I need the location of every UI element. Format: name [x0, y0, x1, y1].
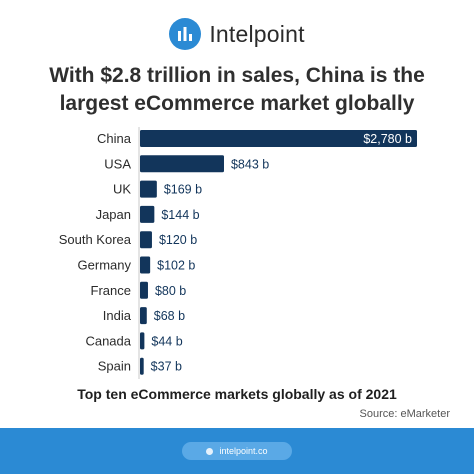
brand-name: Intelpoint	[209, 20, 305, 47]
category-label-canada: Canada	[85, 333, 131, 348]
bar-france	[140, 281, 148, 299]
globe-icon	[206, 447, 214, 455]
value-label-japan: $144 b	[161, 208, 199, 222]
website-link[interactable]: intelpoint.co	[182, 442, 292, 460]
category-label-south-korea: South Korea	[59, 232, 132, 247]
bar-china	[140, 130, 417, 147]
value-label-spain: $37 b	[151, 360, 182, 374]
footer-bar: intelpoint.co	[0, 428, 474, 474]
bar-south-korea	[140, 231, 152, 249]
source-note: Source: eMarketer	[359, 408, 450, 420]
category-label-japan: Japan	[96, 207, 131, 222]
category-label-usa: USA	[104, 156, 131, 171]
value-label-india: $68 b	[154, 309, 185, 323]
bar-canada	[140, 332, 145, 350]
chart-title-line-1: With $2.8 trillion in sales, China is th…	[49, 64, 425, 87]
value-label-germany: $102 b	[157, 259, 195, 273]
category-label-germany: Germany	[78, 258, 132, 273]
bar-uk	[140, 180, 157, 198]
value-label-uk: $169 b	[164, 183, 202, 197]
value-label-china: $2,780 b	[363, 132, 412, 146]
category-label-france: France	[91, 283, 131, 298]
brand-header: Intelpoint	[0, 14, 474, 54]
website-url: intelpoint.co	[219, 446, 268, 456]
value-label-south-korea: $120 b	[159, 233, 197, 247]
bar-chart-icon	[169, 18, 202, 50]
chart-title-line-2: largest eCommerce market globally	[59, 92, 415, 115]
category-label-india: India	[103, 308, 132, 323]
chart-title: With $2.8 trillion in sales, China is th…	[0, 62, 474, 118]
value-label-france: $80 b	[155, 284, 186, 298]
category-label-china: China	[97, 131, 132, 146]
value-label-usa: $843 b	[231, 157, 269, 171]
bar-spain	[140, 357, 144, 375]
bar-usa	[140, 155, 224, 173]
bar-japan	[140, 205, 155, 223]
bar-india	[140, 307, 147, 325]
bar-germany	[140, 256, 151, 274]
chart-caption: Top ten eCommerce markets globally as of…	[77, 386, 397, 402]
value-label-canada: $44 b	[151, 334, 182, 348]
category-label-spain: Spain	[98, 359, 131, 374]
bar-chart: China $2,780 b USA $843 b UK $169 b Japan $144 …	[59, 127, 417, 379]
category-label-uk: UK	[113, 182, 131, 197]
